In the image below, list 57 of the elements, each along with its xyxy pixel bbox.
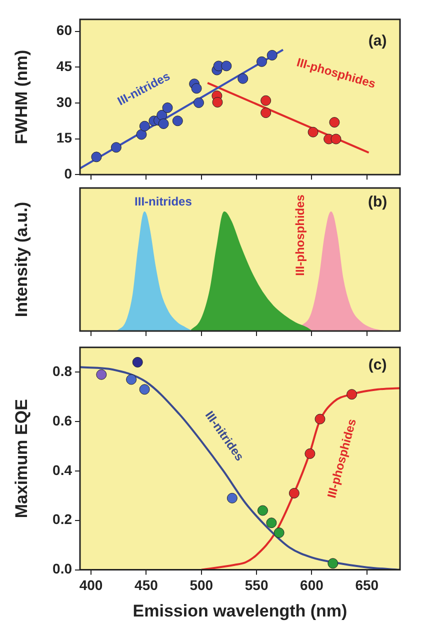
point xyxy=(314,414,326,424)
y-tick-label: 0.0 xyxy=(52,560,72,577)
y-tick-label: 0 xyxy=(64,165,72,182)
point xyxy=(288,488,300,498)
y-tick-label: 0.6 xyxy=(52,412,72,428)
y-axis-title: Maximum EQE xyxy=(12,399,31,518)
y-axis-title: FWHM (nm) xyxy=(12,50,31,144)
point xyxy=(126,374,137,385)
point xyxy=(304,448,316,459)
text: III-nitrides xyxy=(134,194,192,209)
point xyxy=(308,126,318,138)
y-tick-label: 15 xyxy=(56,130,72,146)
point xyxy=(226,492,238,504)
x-tick-label: 400 xyxy=(79,577,103,594)
point xyxy=(221,60,232,72)
y-tick-label: 30 xyxy=(56,94,72,110)
point xyxy=(257,505,268,516)
point xyxy=(139,384,150,395)
point xyxy=(274,527,284,538)
point xyxy=(191,83,202,94)
point xyxy=(158,118,169,129)
x-tick-label: 650 xyxy=(355,577,379,594)
point xyxy=(96,369,107,380)
text: (b) xyxy=(368,193,388,210)
x-tick-label: 550 xyxy=(244,577,268,594)
point xyxy=(136,129,147,140)
point xyxy=(256,56,267,67)
point xyxy=(328,558,338,569)
x-tick-label: 600 xyxy=(300,577,324,594)
x-tick-label: 500 xyxy=(190,577,214,594)
point xyxy=(329,117,340,128)
point xyxy=(132,356,143,368)
annotation: III-phosphides xyxy=(293,194,308,276)
point xyxy=(212,97,223,108)
annotation: (c) xyxy=(368,356,387,374)
y-tick-label: 0.2 xyxy=(52,511,72,528)
point xyxy=(172,116,183,126)
x-axis-title: Emission wavelength (nm) xyxy=(132,601,348,620)
y-tick-label: 0.4 xyxy=(52,462,72,478)
point xyxy=(260,108,272,118)
line-series xyxy=(200,387,400,570)
y-tick-label: 45 xyxy=(56,58,72,74)
y-tick-label: 60 xyxy=(56,22,72,38)
point xyxy=(139,120,150,132)
x-tick-label: 450 xyxy=(134,577,158,594)
point xyxy=(238,73,248,84)
point xyxy=(346,389,358,400)
y-tick-label: 0.8 xyxy=(52,362,72,379)
point xyxy=(193,97,204,108)
point xyxy=(110,142,122,153)
point xyxy=(260,95,272,106)
point xyxy=(266,50,278,60)
y-axis-title: Intensity (a.u.) xyxy=(12,202,31,318)
point xyxy=(91,152,102,162)
point xyxy=(330,134,342,144)
annotation: (a) xyxy=(368,32,387,50)
point xyxy=(266,518,277,528)
